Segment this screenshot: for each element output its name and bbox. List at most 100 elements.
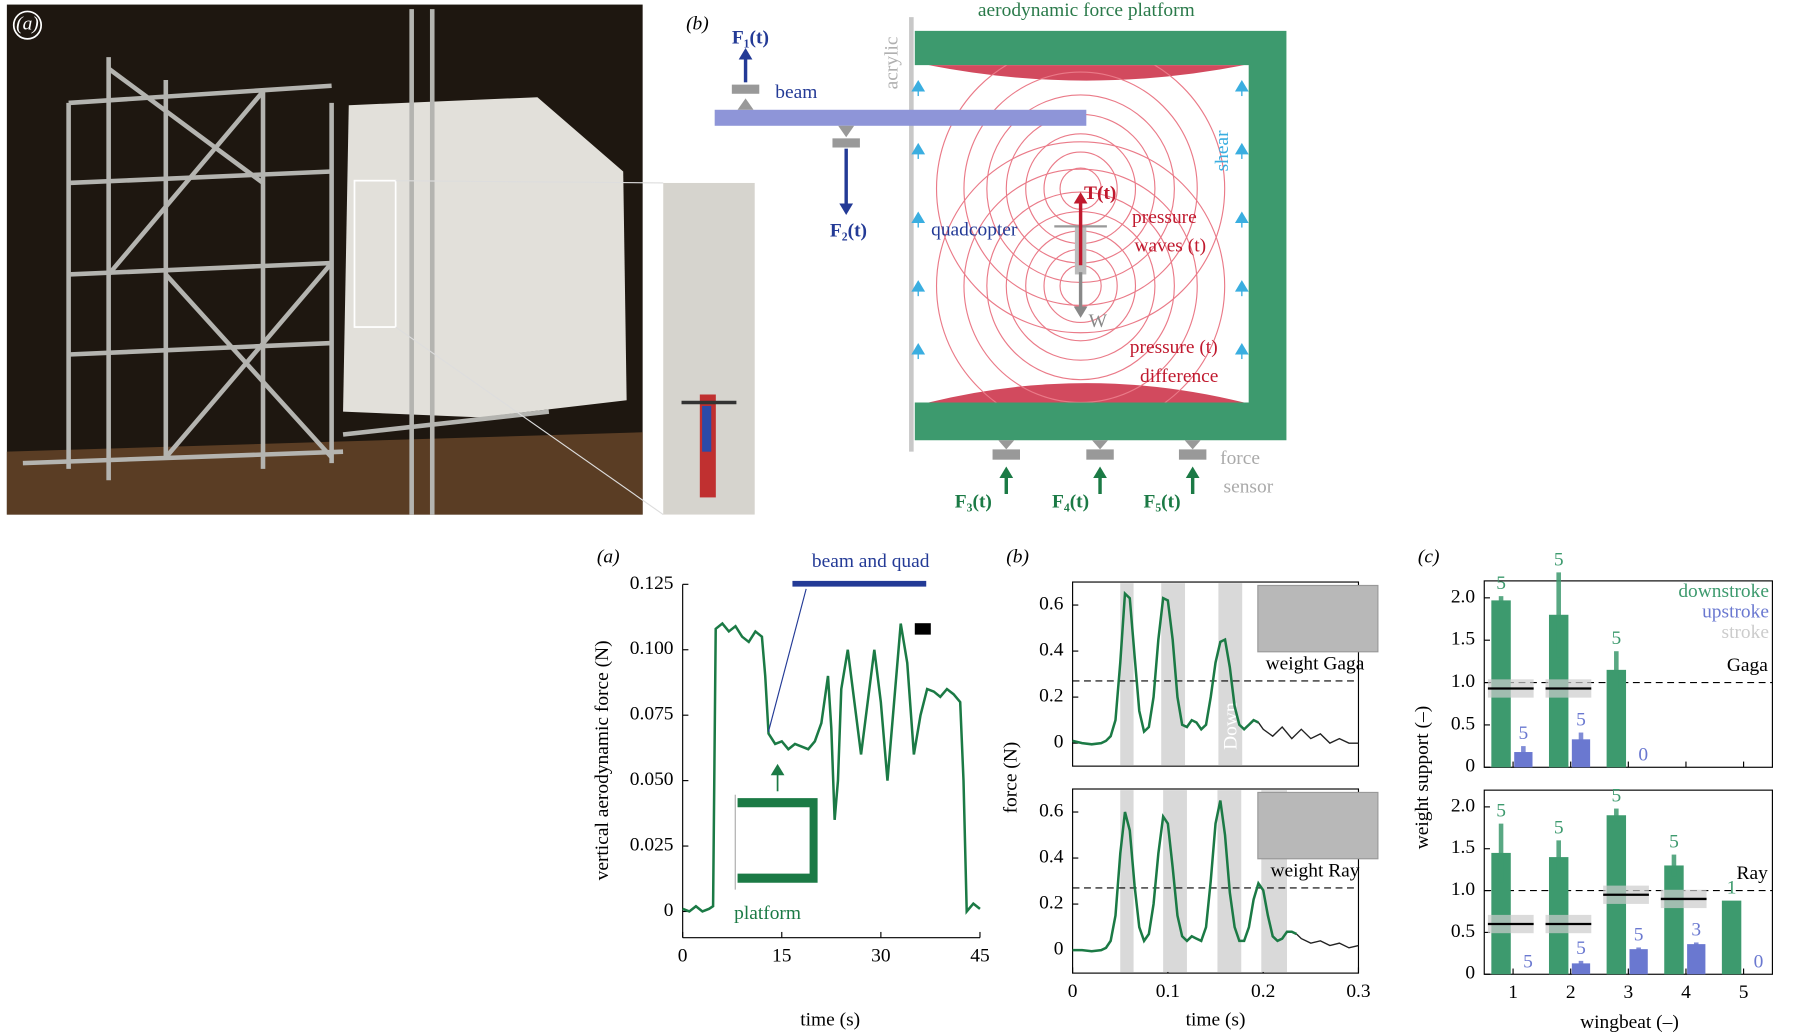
platform-inset xyxy=(737,798,818,883)
x-tick-label: 30 xyxy=(871,946,890,967)
y-tick-label: 0.125 xyxy=(630,573,674,594)
photo-box xyxy=(343,97,627,418)
y-tick-label: 1.5 xyxy=(1451,837,1475,858)
f3-label: F₃(t) xyxy=(955,492,992,513)
y-tick-label: 0.5 xyxy=(1451,713,1475,734)
upstroke-bar xyxy=(1571,739,1591,768)
zoom-line xyxy=(395,326,664,516)
weight-label: W xyxy=(1089,311,1108,332)
pressure-waves-label: waves (t) xyxy=(1134,235,1206,256)
y-tick-label: 0 xyxy=(1054,732,1064,753)
legend-entry: upstroke xyxy=(1702,601,1769,622)
sample-size: 5 xyxy=(1554,817,1564,838)
panel-label: (c) xyxy=(1418,546,1440,567)
sample-size: 3 xyxy=(1691,919,1701,940)
y-tick-label: 0.100 xyxy=(630,638,674,659)
quadcopter-label: quadcopter xyxy=(931,219,1018,240)
y-tick-label: 0.4 xyxy=(1039,640,1064,661)
x-axis-label: wingbeat (–) xyxy=(1580,1012,1679,1033)
x-tick-label: 4 xyxy=(1681,982,1691,1003)
upstroke-bar xyxy=(1514,752,1533,768)
shear-arrow-head xyxy=(1234,211,1249,223)
photo-frame xyxy=(22,449,344,466)
x-tick-label: 0.2 xyxy=(1251,981,1275,1002)
x-axis-label: time (s) xyxy=(1186,1010,1246,1031)
y-tick-label: 0.5 xyxy=(1451,921,1475,942)
beam-pivot xyxy=(914,623,931,635)
video-inset xyxy=(1257,584,1379,653)
shear-arrow-head xyxy=(911,280,926,292)
downstroke-bar xyxy=(1721,900,1742,975)
y-tick-label: 0 xyxy=(1054,939,1064,960)
series-line xyxy=(682,621,981,915)
sample-size: 5 xyxy=(1554,549,1564,570)
y-axis-label: weight support (–) xyxy=(1412,706,1433,849)
photo-label-ring xyxy=(12,10,43,40)
f4-label: F₄(t) xyxy=(1052,492,1089,513)
beam-label: beam xyxy=(775,82,817,103)
y-axis-label: force (N) xyxy=(1000,742,1021,814)
photo-frame xyxy=(164,261,334,459)
sample-size: 5 xyxy=(1611,628,1621,649)
sample-size: 5 xyxy=(1496,801,1506,822)
x-tick-label: 5 xyxy=(1739,982,1749,1003)
platform xyxy=(914,30,1287,441)
pivot xyxy=(737,98,754,110)
upstroke-bar xyxy=(1571,963,1591,975)
x-tick-label: 2 xyxy=(1566,982,1576,1003)
y-tick-label: 1.0 xyxy=(1451,879,1475,900)
subject-label: Gaga xyxy=(1727,655,1768,676)
video-inset xyxy=(1257,791,1379,860)
x-tick-label: 0.3 xyxy=(1346,981,1370,1002)
series-line xyxy=(1296,933,1359,949)
shear-arrow-head xyxy=(911,211,926,223)
diagram-title: aerodynamic force platform xyxy=(978,0,1195,21)
subject-label: Ray xyxy=(1737,863,1769,884)
shear-arrow-head xyxy=(911,343,926,355)
sample-size: 1 xyxy=(1727,878,1737,899)
shear-arrow-head xyxy=(911,142,926,155)
pressure-difference-label: difference xyxy=(1140,366,1218,387)
sensor xyxy=(1092,440,1109,450)
pressure-top xyxy=(928,65,1245,81)
thrust-label: T(t) xyxy=(1084,183,1116,204)
sample-size: 5 xyxy=(1523,951,1533,972)
legend-entry: downstroke xyxy=(1678,581,1769,602)
y-tick-label: 1.0 xyxy=(1451,671,1475,692)
y-tick-label: 0.4 xyxy=(1039,846,1064,867)
y-tick-label: 0.075 xyxy=(630,704,674,725)
photo-frame xyxy=(342,409,550,437)
upstroke-bar xyxy=(1629,949,1648,975)
pressure-difference-label: pressure (t) xyxy=(1130,337,1218,358)
photo-frame xyxy=(164,272,334,459)
downstroke-bar xyxy=(1606,669,1627,768)
pressure-bottom xyxy=(928,383,1245,403)
weight-label: weight Gaga xyxy=(1266,653,1365,674)
y-tick-label: 0.2 xyxy=(1039,686,1063,707)
x-tick-label: 0 xyxy=(1068,981,1078,1002)
sample-size: 5 xyxy=(1669,832,1679,853)
series-line xyxy=(1257,722,1359,744)
downstroke-bar xyxy=(1491,852,1511,975)
f2-arrow-head xyxy=(839,203,854,215)
pivot xyxy=(731,84,760,94)
plot-frame xyxy=(1072,788,1360,974)
x-tick-label: 1 xyxy=(1508,982,1518,1003)
sensor xyxy=(1086,449,1114,460)
beam xyxy=(714,109,1087,126)
pressure-wave xyxy=(935,65,1226,334)
f2-label: F₂(t) xyxy=(830,221,867,242)
x-tick-label: 15 xyxy=(772,946,791,967)
photo-frame xyxy=(68,169,332,186)
weight-arrow-head xyxy=(1073,306,1088,318)
legend-entry: stroke xyxy=(1722,622,1769,643)
beam-inset xyxy=(792,580,927,587)
sample-size: 0 xyxy=(1638,744,1648,765)
x-tick-label: 0 xyxy=(678,946,688,967)
sample-size: 5 xyxy=(1611,786,1621,807)
y-tick-label: 0.2 xyxy=(1039,893,1063,914)
beam-pointer xyxy=(767,588,807,732)
stroke-band xyxy=(1161,583,1186,765)
